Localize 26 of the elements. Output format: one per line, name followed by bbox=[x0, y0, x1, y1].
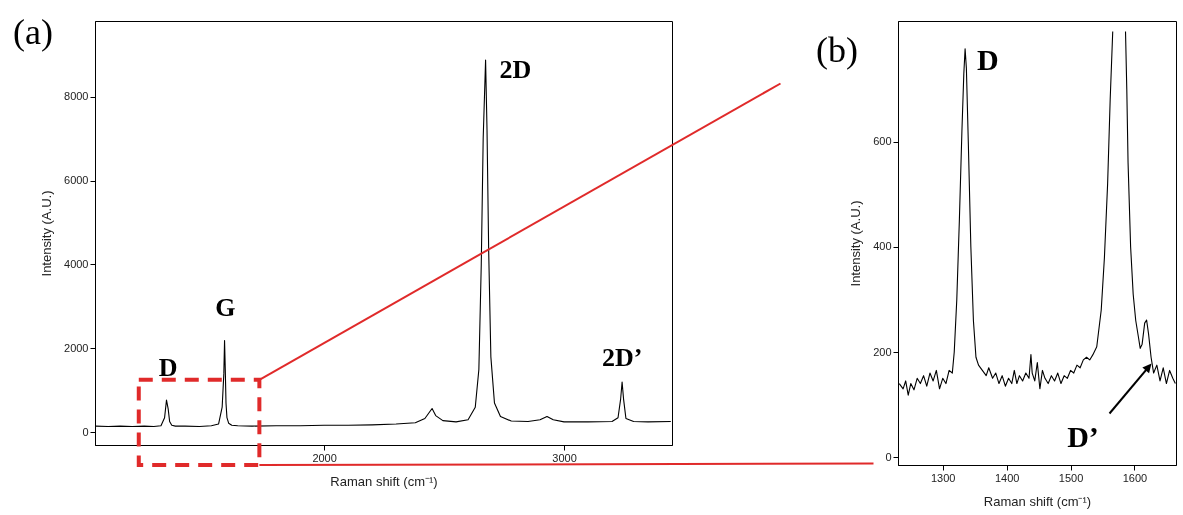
x-tick-label: 3000 bbox=[552, 451, 577, 464]
x-tick-label: 1400 bbox=[994, 471, 1020, 484]
y-tick-label: 4000 bbox=[64, 257, 89, 270]
y-tick-label: 8000 bbox=[64, 90, 89, 103]
x-axis-title: Raman shift (cm⁻¹) bbox=[983, 493, 1092, 509]
y-tick-label: 200 bbox=[873, 345, 892, 358]
annotation: 2D bbox=[499, 55, 532, 85]
x-tick-label: 1500 bbox=[1058, 471, 1084, 484]
y-tick-label: 0 bbox=[885, 450, 892, 463]
annotation: D bbox=[977, 42, 999, 76]
annotation: D’ bbox=[1067, 420, 1099, 453]
x-tick-label: 1300 bbox=[930, 471, 956, 484]
x-axis-title: Raman shift (cm⁻¹) bbox=[330, 473, 438, 489]
y-tick-label: 6000 bbox=[64, 174, 89, 187]
y-tick-label: 600 bbox=[873, 135, 892, 148]
y-tick-label: 2000 bbox=[64, 341, 89, 354]
chart-title: (b) bbox=[816, 30, 858, 70]
annotation: 2D’ bbox=[601, 343, 643, 373]
y-axis-title: Intensity (A.U.) bbox=[848, 200, 864, 287]
x-tick-label: 1600 bbox=[1122, 471, 1148, 484]
annotation: D bbox=[158, 353, 178, 383]
chart-title: (a) bbox=[13, 12, 53, 52]
annotation: G bbox=[215, 293, 236, 323]
y-tick-label: 400 bbox=[873, 240, 892, 253]
y-axis-title: Intensity (A.U.) bbox=[39, 190, 55, 277]
y-tick-label: 0 bbox=[82, 425, 89, 438]
